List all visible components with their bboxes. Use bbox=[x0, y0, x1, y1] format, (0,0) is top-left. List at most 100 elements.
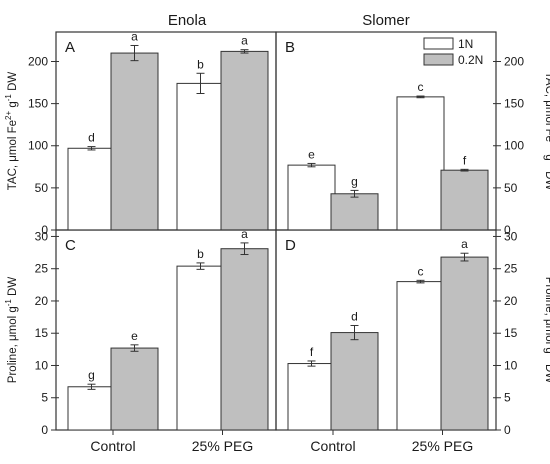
bar bbox=[110, 347, 159, 431]
significance-letter: a bbox=[241, 227, 248, 241]
y-tick-label: 50 bbox=[35, 181, 49, 195]
y-tick-label: 25 bbox=[35, 262, 49, 276]
significance-letter: a bbox=[131, 29, 138, 43]
error-bar bbox=[240, 49, 249, 54]
panel-a: Ad b a a 0 50 100 150 200 TAC, μmol Fe2+ g-1 DW bbox=[4, 29, 277, 237]
y-tick-label: 5 bbox=[504, 391, 511, 405]
error-bar bbox=[350, 189, 359, 198]
y-tick-label: 15 bbox=[504, 326, 518, 340]
y-axis-title-part: -1 bbox=[4, 299, 13, 307]
significance-letter: e bbox=[308, 147, 315, 161]
y-tick-label: 100 bbox=[28, 139, 48, 153]
y-axis-title: Proline, μmol g-1 DW bbox=[4, 277, 19, 384]
error-bar bbox=[307, 162, 316, 168]
bar bbox=[220, 50, 269, 231]
legend-label: 1N bbox=[458, 37, 473, 51]
legend-swatch bbox=[423, 37, 454, 50]
y-axis-title: TAC, μmol Fe2+ g-1 DW bbox=[543, 72, 550, 191]
error-bar bbox=[130, 344, 139, 352]
y-tick-label: 0 bbox=[504, 223, 511, 237]
y-axis-title-part: g bbox=[543, 151, 550, 161]
significance-letter: f bbox=[310, 345, 314, 359]
y-axis-title: Proline, μmol g-1 DW bbox=[543, 277, 550, 384]
category-label: Control bbox=[310, 438, 355, 454]
error-bar bbox=[87, 383, 96, 390]
column-title-enola: Enola bbox=[168, 12, 207, 29]
category-label: 25% PEG bbox=[192, 438, 253, 454]
bar bbox=[440, 169, 489, 231]
panel-b: Be c g f 0 50 100 150 200 TAC, μmol Fe2+ g-1 DW bbox=[275, 31, 550, 237]
bar bbox=[287, 363, 336, 431]
y-tick-label: 200 bbox=[504, 54, 524, 68]
y-tick-label: 25 bbox=[504, 262, 518, 276]
legend-label: 0.2N bbox=[458, 53, 483, 67]
significance-letter: b bbox=[197, 57, 204, 71]
y-axis-title-part: DW bbox=[543, 361, 550, 384]
significance-letter: b bbox=[197, 247, 204, 261]
y-tick-label: 50 bbox=[504, 181, 518, 195]
y-tick-label: 0 bbox=[41, 423, 48, 437]
y-axis-title-part: -1 bbox=[4, 94, 13, 102]
y-axis-title: TAC, μmol Fe2+ g-1 DW bbox=[4, 72, 19, 191]
legend-swatch bbox=[423, 53, 454, 66]
panel-letter: D bbox=[285, 237, 296, 254]
significance-letter: f bbox=[463, 153, 467, 167]
significance-letter: a bbox=[461, 237, 468, 251]
panel-letter: C bbox=[65, 237, 76, 254]
bar bbox=[220, 248, 269, 431]
y-tick-label: 10 bbox=[35, 358, 49, 372]
panel-frame bbox=[275, 229, 497, 431]
y-axis-title-part: DW bbox=[543, 168, 550, 191]
panel-d: Df c d a 0 5 10 15 20 25 30 Proline, μmol g-1 DW Con… bbox=[275, 229, 550, 454]
error-bar bbox=[416, 279, 425, 284]
category-label: Control bbox=[90, 438, 135, 454]
bar bbox=[330, 193, 379, 231]
error-bar bbox=[130, 44, 139, 62]
error-bar bbox=[350, 324, 359, 341]
significance-letter: c bbox=[418, 80, 424, 94]
category-label: 25% PEG bbox=[412, 438, 473, 454]
y-tick-label: 0 bbox=[41, 223, 48, 237]
y-tick-label: 15 bbox=[35, 326, 49, 340]
error-bar bbox=[196, 72, 205, 95]
error-bar bbox=[460, 252, 469, 262]
significance-letter: g bbox=[88, 368, 95, 382]
error-bar bbox=[240, 242, 249, 256]
y-tick-label: 10 bbox=[504, 358, 518, 372]
bar bbox=[176, 82, 225, 231]
significance-letter: e bbox=[131, 329, 138, 343]
y-axis-title-part: g bbox=[7, 101, 19, 111]
significance-letter: g bbox=[351, 174, 358, 188]
bar bbox=[67, 147, 116, 231]
column-title-slomer: Slomer bbox=[362, 12, 410, 29]
y-tick-label: 5 bbox=[41, 391, 48, 405]
y-tick-label: 30 bbox=[35, 229, 49, 243]
y-axis-title-part: DW bbox=[7, 72, 19, 95]
bar bbox=[396, 281, 445, 431]
significance-letter: c bbox=[418, 264, 424, 278]
bar bbox=[440, 256, 489, 431]
y-axis-title-part: 2+ bbox=[4, 110, 13, 119]
bar bbox=[330, 332, 379, 431]
bar bbox=[176, 265, 225, 431]
panel-c: Cg b e a 0 5 10 15 20 25 30 Proline, μmol g-1 DW Con… bbox=[4, 227, 277, 454]
error-bar bbox=[460, 168, 469, 172]
error-bar bbox=[87, 146, 96, 151]
bar bbox=[67, 386, 116, 431]
y-tick-label: 20 bbox=[35, 294, 49, 308]
y-axis-title-part: DW bbox=[7, 277, 19, 300]
error-bar bbox=[307, 360, 316, 367]
legend: 1N 0.2N bbox=[423, 37, 483, 67]
y-axis-title-part: TAC, μmol Fe bbox=[543, 72, 550, 142]
bar bbox=[110, 52, 159, 231]
y-tick-label: 30 bbox=[504, 229, 518, 243]
panel-letter: A bbox=[65, 39, 75, 56]
y-tick-label: 150 bbox=[504, 97, 524, 111]
significance-letter: d bbox=[351, 309, 358, 323]
significance-letter: a bbox=[241, 34, 248, 48]
error-bar bbox=[416, 95, 425, 99]
y-axis-title-part: Proline, μmol g bbox=[7, 306, 19, 383]
significance-letter: d bbox=[88, 131, 95, 145]
